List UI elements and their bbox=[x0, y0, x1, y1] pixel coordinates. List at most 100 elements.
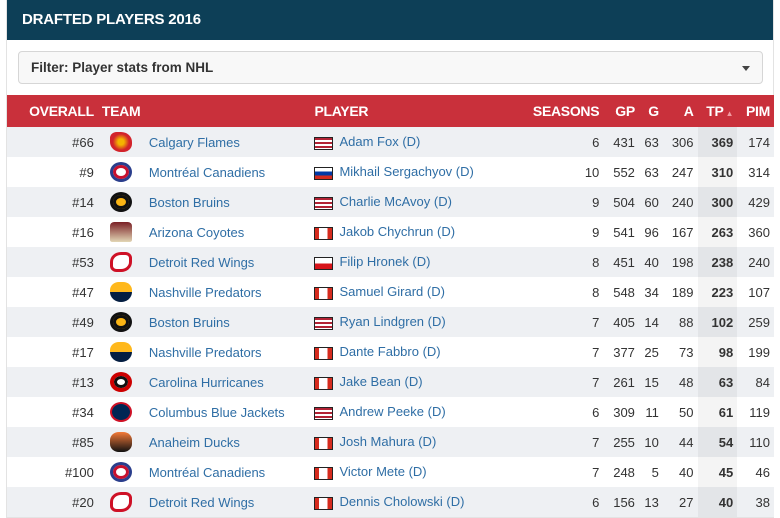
g-value: 14 bbox=[644, 314, 659, 330]
seasons-value: 6 bbox=[592, 134, 600, 150]
pim-value: 174 bbox=[748, 134, 770, 150]
tp-value: 310 bbox=[697, 157, 738, 187]
tp-value: 54 bbox=[697, 427, 738, 457]
team-link[interactable]: Detroit Red Wings bbox=[148, 254, 255, 270]
a-value: 247 bbox=[671, 164, 694, 180]
players-table: OVERALL TEAM PLAYER SEASONS GP G A TP ▲ P… bbox=[7, 95, 774, 517]
seasons-value: 8 bbox=[592, 284, 600, 300]
a-value: 167 bbox=[671, 224, 694, 240]
team-link[interactable]: Carolina Hurricanes bbox=[148, 374, 264, 390]
g-value: 60 bbox=[644, 194, 659, 210]
flames-logo-icon bbox=[110, 132, 133, 152]
player-link[interactable]: Filip Hronek (D) bbox=[339, 254, 431, 270]
gp-value: 309 bbox=[613, 404, 635, 420]
coyotes-logo-icon bbox=[110, 222, 133, 242]
tp-value: 61 bbox=[697, 397, 738, 427]
gp-value: 552 bbox=[613, 164, 635, 180]
flag-ca-icon bbox=[314, 286, 334, 300]
flag-ca-icon bbox=[314, 346, 334, 360]
col-team[interactable]: TEAM bbox=[101, 103, 141, 119]
col-a[interactable]: A bbox=[683, 103, 694, 119]
team-link[interactable]: Detroit Red Wings bbox=[148, 494, 255, 510]
overall-pick: #9 bbox=[79, 164, 94, 180]
g-value: 63 bbox=[644, 164, 659, 180]
flag-ru-icon bbox=[314, 166, 334, 180]
col-seasons[interactable]: SEASONS bbox=[532, 103, 600, 119]
seasons-value: 7 bbox=[592, 374, 600, 390]
g-value: 40 bbox=[644, 254, 659, 270]
tp-value: 369 bbox=[697, 127, 738, 157]
flag-us-icon bbox=[314, 136, 334, 150]
table-row: #13 Carolina Hurricanes Jake Bean (D) 7 … bbox=[7, 367, 774, 397]
overall-pick: #16 bbox=[72, 224, 94, 240]
seasons-value: 6 bbox=[592, 494, 600, 510]
team-link[interactable]: Boston Bruins bbox=[148, 314, 230, 330]
table-row: #66 Calgary Flames Adam Fox (D) 6 431 63… bbox=[7, 127, 774, 157]
team-link[interactable]: Nashville Predators bbox=[148, 284, 262, 300]
tp-value: 300 bbox=[697, 187, 738, 217]
overall-pick: #53 bbox=[72, 254, 94, 270]
player-link[interactable]: Samuel Girard (D) bbox=[339, 284, 445, 300]
table-row: #9 Montréal Canadiens Mikhail Sergachyov… bbox=[7, 157, 774, 187]
overall-pick: #49 bbox=[72, 314, 94, 330]
a-value: 306 bbox=[671, 134, 694, 150]
filter-select[interactable]: Filter: Player stats from NHL bbox=[18, 51, 763, 84]
overall-pick: #66 bbox=[72, 134, 94, 150]
player-link[interactable]: Adam Fox (D) bbox=[339, 134, 421, 150]
team-link[interactable]: Anaheim Ducks bbox=[148, 434, 240, 450]
flag-us-icon bbox=[314, 406, 334, 420]
flag-cz-icon bbox=[314, 256, 334, 270]
gp-value: 248 bbox=[613, 464, 635, 480]
overall-pick: #20 bbox=[72, 494, 94, 510]
caret-down-icon bbox=[742, 66, 750, 71]
team-link[interactable]: Arizona Coyotes bbox=[148, 224, 245, 240]
pim-value: 84 bbox=[755, 374, 770, 390]
player-link[interactable]: Victor Mete (D) bbox=[339, 464, 427, 480]
table-row: #14 Boston Bruins Charlie McAvoy (D) 9 5… bbox=[7, 187, 774, 217]
team-link[interactable]: Montréal Canadiens bbox=[148, 464, 266, 480]
overall-pick: #14 bbox=[72, 194, 94, 210]
predators-logo-icon bbox=[110, 342, 133, 362]
gp-value: 261 bbox=[613, 374, 635, 390]
col-overall[interactable]: OVERALL bbox=[29, 103, 94, 119]
page-title: DRAFTED PLAYERS 2016 bbox=[7, 0, 773, 40]
team-link[interactable]: Calgary Flames bbox=[148, 134, 240, 150]
player-link[interactable]: Jakob Chychrun (D) bbox=[339, 224, 456, 240]
bluejackets-logo-icon bbox=[110, 402, 133, 422]
canadiens-logo-icon bbox=[110, 162, 133, 182]
overall-pick: #17 bbox=[72, 344, 94, 360]
team-link[interactable]: Boston Bruins bbox=[148, 194, 230, 210]
pim-value: 119 bbox=[749, 404, 770, 420]
gp-value: 156 bbox=[613, 494, 635, 510]
player-link[interactable]: Dante Fabbro (D) bbox=[339, 344, 441, 360]
filter-label: Filter: Player stats from NHL bbox=[31, 60, 214, 75]
seasons-value: 6 bbox=[592, 404, 600, 420]
col-gp[interactable]: GP bbox=[615, 103, 635, 119]
player-link[interactable]: Jake Bean (D) bbox=[339, 374, 423, 390]
g-value: 25 bbox=[644, 344, 659, 360]
player-link[interactable]: Dennis Cholowski (D) bbox=[339, 494, 465, 510]
pim-value: 110 bbox=[749, 434, 770, 450]
col-player[interactable]: PLAYER bbox=[314, 103, 369, 119]
team-link[interactable]: Montréal Canadiens bbox=[148, 164, 266, 180]
team-link[interactable]: Nashville Predators bbox=[148, 344, 262, 360]
col-pim[interactable]: PIM bbox=[746, 103, 770, 119]
seasons-value: 7 bbox=[592, 314, 600, 330]
g-value: 34 bbox=[644, 284, 659, 300]
flag-ca-icon bbox=[314, 496, 334, 510]
gp-value: 377 bbox=[613, 344, 635, 360]
player-link[interactable]: Josh Mahura (D) bbox=[339, 434, 437, 450]
a-value: 48 bbox=[679, 374, 694, 390]
flag-ca-icon bbox=[314, 436, 334, 450]
col-tp[interactable]: TP ▲ bbox=[698, 95, 738, 127]
player-link[interactable]: Mikhail Sergachyov (D) bbox=[339, 164, 474, 180]
team-link[interactable]: Columbus Blue Jackets bbox=[148, 404, 285, 420]
col-g[interactable]: G bbox=[648, 103, 659, 119]
player-link[interactable]: Charlie McAvoy (D) bbox=[339, 194, 452, 210]
seasons-value: 7 bbox=[592, 344, 600, 360]
tp-value: 45 bbox=[697, 457, 738, 487]
player-link[interactable]: Andrew Peeke (D) bbox=[339, 404, 446, 420]
overall-pick: #13 bbox=[72, 374, 94, 390]
gp-value: 405 bbox=[613, 314, 635, 330]
player-link[interactable]: Ryan Lindgren (D) bbox=[339, 314, 446, 330]
